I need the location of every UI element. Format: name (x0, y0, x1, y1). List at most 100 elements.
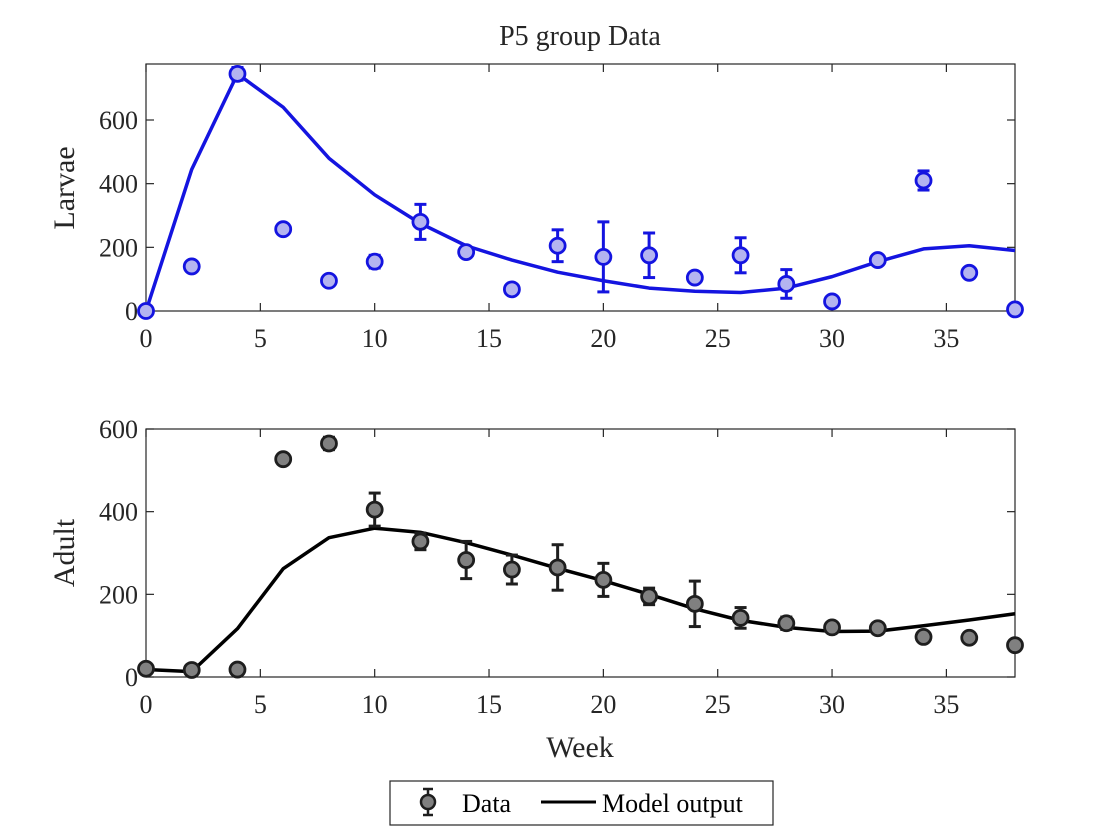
adult-xtick-label: 0 (140, 690, 153, 719)
larvae-data-point (411, 202, 430, 241)
chart-title: P5 group Data (499, 21, 661, 52)
larvae-data-point (548, 228, 567, 264)
adult-data-point (411, 531, 430, 552)
larvae-ylabel: Larvae (48, 146, 81, 229)
adult-ytick-label: 0 (125, 663, 138, 692)
larvae-xtick-label: 25 (705, 324, 731, 353)
larvae-data-point (457, 243, 476, 262)
larvae-data-point (685, 268, 704, 287)
adult-data-marker (411, 532, 430, 551)
larvae-data-point (731, 236, 750, 275)
larvae-xtick-label: 30 (819, 324, 845, 353)
adult-data-point (640, 586, 659, 607)
adult-data-point (182, 661, 201, 679)
legend-label-data: Data (462, 789, 512, 818)
adult-data-point (777, 614, 796, 633)
adult-data-marker (823, 618, 841, 637)
larvae-data-marker (502, 280, 521, 299)
larvae-data-marker (411, 212, 430, 231)
larvae-data-marker (137, 302, 155, 320)
adult-xtick-label: 10 (362, 690, 388, 719)
adult-data-point (731, 606, 750, 630)
larvae-data-marker (274, 220, 293, 239)
adult-data-point (823, 618, 841, 637)
adult-xtick-label: 25 (705, 690, 731, 719)
adult-data-marker (868, 619, 887, 638)
larvae-data-marker (182, 257, 201, 276)
larvae-data-marker (594, 247, 613, 266)
adult-data-marker (548, 558, 567, 577)
adult-xtick-label: 30 (819, 690, 845, 719)
adult-data-marker (731, 608, 750, 627)
larvae-data-point (365, 252, 384, 271)
adult-data-marker (685, 594, 704, 613)
adult-data-marker (502, 560, 521, 579)
adult-data-point (868, 619, 887, 638)
adult-data-marker (1006, 636, 1024, 655)
adult-xtick-label: 35 (933, 690, 959, 719)
larvae-data-point (320, 271, 338, 290)
adult-ytick-label: 400 (99, 498, 138, 527)
larvae-data-marker (685, 268, 704, 287)
larvae-xtick-label: 0 (140, 324, 153, 353)
larvae-data-marker (823, 292, 841, 311)
larvae-data-marker (914, 171, 933, 190)
larvae-xtick-label: 15 (476, 324, 502, 353)
adult-data-point (228, 660, 247, 679)
adult-data-marker (320, 434, 338, 453)
adult-data-point (365, 491, 384, 528)
larvae-data-point (137, 302, 155, 320)
adult-axes-box (145, 428, 1016, 678)
larvae-data-marker (365, 252, 384, 271)
larvae-data-marker (320, 271, 338, 290)
larvae-model-line (144, 72, 1016, 312)
adult-data-point (457, 539, 476, 581)
larvae-data-marker (1006, 300, 1024, 319)
adult-data-marker (137, 659, 155, 678)
adult-data-point (548, 543, 567, 592)
adult-model-line (145, 526, 1016, 674)
larvae-data-point (960, 263, 979, 282)
adult-data-marker (777, 614, 796, 633)
larvae-data-point (182, 257, 201, 276)
adult-data-point (137, 659, 155, 678)
larvae-data-point (594, 220, 613, 294)
larvae-data-marker (960, 263, 979, 282)
adult-ticks: 0 5 10 15 20 25 30 35 0 200 400 600 (99, 415, 1015, 719)
adult-data-marker (457, 551, 476, 569)
adult-ytick-label: 600 (99, 415, 138, 444)
larvae-data-point (914, 169, 933, 192)
larvae-data-marker (228, 64, 247, 83)
adult-data-points (137, 434, 1024, 679)
larvae-ytick-label: 600 (99, 106, 138, 135)
legend-label-model: Model output (602, 789, 744, 818)
larvae-data-point (228, 64, 247, 83)
larvae-data-marker (457, 243, 476, 262)
adult-data-marker (228, 660, 247, 679)
larvae-data-point (274, 220, 293, 239)
larvae-panel: P5 group Data 0 5 10 15 20 25 30 35 0 200 400 600 L… (48, 21, 1024, 353)
larvae-data-marker (731, 246, 750, 265)
adult-ytick-label: 200 (99, 580, 138, 609)
larvae-ytick-label: 200 (99, 233, 138, 262)
adult-data-point (274, 450, 293, 469)
week-xlabel: Week (546, 731, 614, 764)
larvae-model-line-path (144, 72, 1016, 312)
larvae-xtick-label: 35 (933, 324, 959, 353)
larvae-xtick-label: 10 (362, 324, 388, 353)
adult-data-point (914, 628, 933, 646)
larvae-xtick-label: 5 (254, 324, 267, 353)
adult-data-point (594, 561, 613, 598)
adult-data-marker (914, 628, 933, 646)
adult-data-marker (365, 500, 384, 519)
adult-data-marker (594, 570, 613, 589)
adult-data-marker (274, 450, 293, 469)
adult-data-point (502, 553, 521, 586)
larvae-data-point (823, 292, 841, 311)
larvae-axes-box (145, 63, 1016, 312)
larvae-data-marker (548, 236, 567, 255)
larvae-data-marker (640, 246, 659, 265)
larvae-data-point (640, 231, 659, 280)
adult-data-marker (182, 661, 201, 679)
larvae-data-point (777, 268, 796, 300)
